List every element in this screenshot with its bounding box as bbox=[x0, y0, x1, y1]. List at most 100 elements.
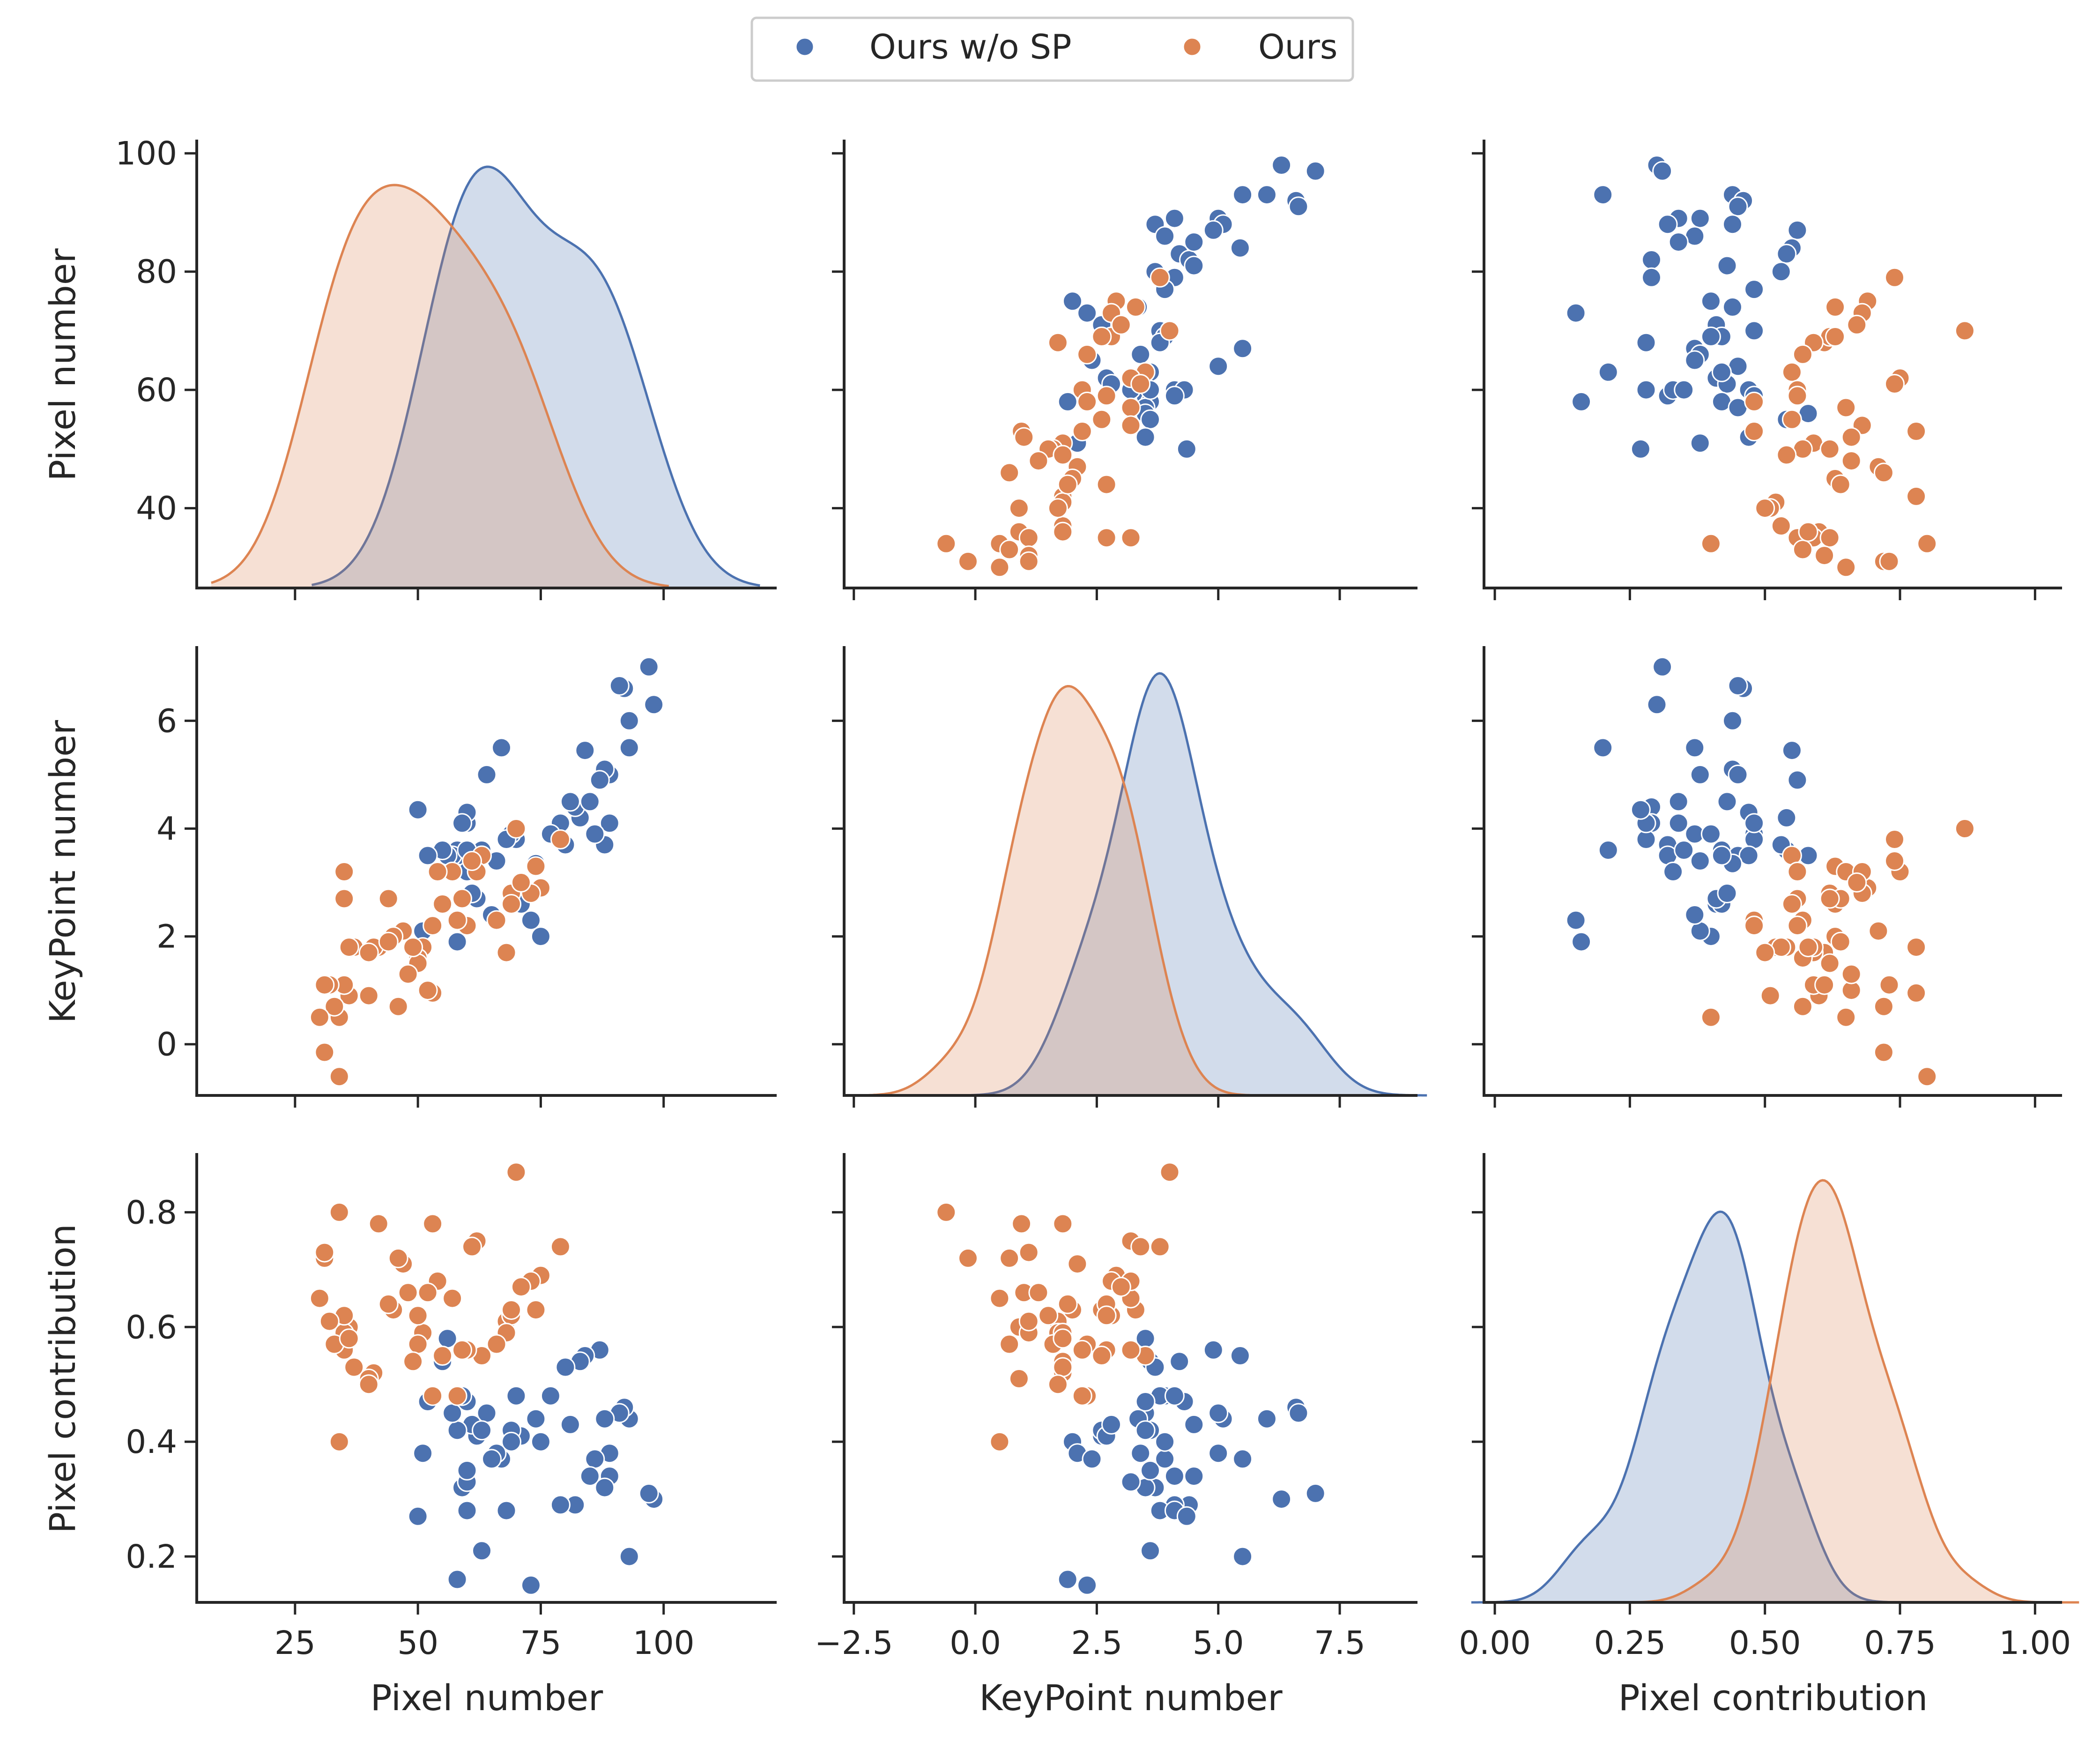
y-axis-title-keypoint-number: KeyPoint number bbox=[42, 720, 83, 1023]
scatter-point-ours-w-o-sp bbox=[1135, 1420, 1156, 1441]
scatter-point-ours bbox=[1781, 894, 1802, 914]
scatter-point-ours bbox=[1096, 474, 1117, 495]
scatter-point-ours-w-o-sp bbox=[1711, 845, 1732, 866]
scatter-point-ours-w-o-sp bbox=[540, 1385, 561, 1406]
panel-r1-c1 bbox=[832, 646, 1427, 1108]
scatter-point-ours bbox=[1885, 851, 1905, 871]
scatter-point-ours-w-o-sp bbox=[585, 1449, 605, 1469]
scatter-point-ours bbox=[958, 551, 978, 572]
scatter-point-ours-w-o-sp bbox=[1652, 656, 1673, 677]
scatter-point-ours bbox=[358, 1374, 379, 1395]
scatter-point-ours bbox=[1091, 327, 1112, 347]
scatter-point-ours bbox=[1047, 1374, 1068, 1395]
scatter-point-ours bbox=[447, 910, 467, 931]
scatter-point-ours bbox=[314, 1242, 335, 1263]
scatter-point-ours-w-o-sp bbox=[1674, 840, 1694, 860]
scatter-point-ours-w-o-sp bbox=[457, 1500, 477, 1521]
scatter-point-ours bbox=[1798, 937, 1818, 958]
x-tick-label: 0.0 bbox=[950, 1624, 1001, 1662]
scatter-point-ours-w-o-sp bbox=[560, 791, 580, 812]
scatter-point-ours-w-o-sp bbox=[589, 770, 610, 790]
scatter-point-ours bbox=[388, 996, 408, 1017]
scatter-point-ours-w-o-sp bbox=[1690, 208, 1710, 229]
scatter-point-ours-w-o-sp bbox=[1598, 362, 1618, 382]
scatter-point-ours bbox=[989, 557, 1010, 578]
scatter-point-ours-w-o-sp bbox=[417, 845, 438, 866]
scatter-point-ours bbox=[550, 829, 571, 849]
scatter-point-ours bbox=[408, 1334, 428, 1355]
scatter-point-ours bbox=[1120, 1340, 1141, 1360]
scatter-point-ours bbox=[989, 1288, 1010, 1309]
scatter-point-ours bbox=[1760, 985, 1781, 1006]
y-tick-label: 0.4 bbox=[126, 1423, 177, 1461]
scatter-point-ours-w-o-sp bbox=[1598, 840, 1618, 860]
scatter-point-ours bbox=[1781, 362, 1802, 382]
x-tick-label: 0.25 bbox=[1594, 1624, 1666, 1662]
scatter-point-ours-w-o-sp bbox=[1776, 244, 1797, 264]
scatter-point-ours-w-o-sp bbox=[1184, 255, 1204, 276]
y-tick-label: 0.6 bbox=[126, 1309, 177, 1346]
scatter-point-ours-w-o-sp bbox=[1230, 1346, 1250, 1366]
scatter-point-ours bbox=[1744, 421, 1765, 441]
scatter-point-ours bbox=[1125, 297, 1146, 317]
scatter-point-ours bbox=[1053, 521, 1073, 542]
scatter-point-ours-w-o-sp bbox=[1140, 1460, 1160, 1481]
scatter-point-ours bbox=[1120, 415, 1141, 436]
scatter-point-ours bbox=[501, 894, 521, 914]
scatter-point-ours bbox=[1091, 1346, 1112, 1366]
scatter-point-ours bbox=[1776, 445, 1797, 465]
x-tick-label: −2.5 bbox=[815, 1624, 893, 1662]
scatter-point-ours bbox=[1755, 498, 1775, 519]
scatter-point-ours-w-o-sp bbox=[1593, 185, 1613, 205]
scatter-point-ours bbox=[329, 1066, 349, 1087]
scatter-point-ours-w-o-sp bbox=[619, 737, 639, 758]
scatter-point-ours-w-o-sp bbox=[491, 737, 512, 758]
scatter-point-ours bbox=[1787, 862, 1808, 882]
scatter-point-ours bbox=[398, 964, 418, 984]
y-tick-label: 80 bbox=[136, 253, 177, 291]
scatter-point-ours-w-o-sp bbox=[1566, 910, 1586, 931]
scatter-point-ours bbox=[526, 1300, 546, 1320]
x-tick-label: 50 bbox=[397, 1624, 438, 1662]
scatter-point-ours bbox=[958, 1248, 978, 1268]
scatter-point-ours-w-o-sp bbox=[1630, 439, 1651, 459]
scatter-point-ours bbox=[1792, 344, 1813, 365]
scatter-point-ours bbox=[1917, 1066, 1937, 1087]
scatter-point-ours bbox=[1159, 320, 1180, 341]
scatter-point-ours-w-o-sp bbox=[408, 799, 428, 820]
scatter-point-ours bbox=[1120, 397, 1141, 418]
scatter-point-ours-w-o-sp bbox=[644, 694, 664, 715]
scatter-point-ours-w-o-sp bbox=[520, 910, 541, 931]
scatter-point-ours bbox=[1159, 1162, 1180, 1183]
scatter-point-ours bbox=[1825, 297, 1846, 317]
scatter-point-ours-w-o-sp bbox=[1140, 409, 1160, 430]
scatter-point-ours bbox=[1841, 427, 1862, 447]
scatter-point-ours-w-o-sp bbox=[609, 676, 630, 696]
scatter-point-ours bbox=[339, 1328, 359, 1349]
scatter-point-ours-w-o-sp bbox=[1657, 214, 1678, 235]
scatter-point-ours bbox=[936, 1202, 957, 1222]
scatter-point-ours bbox=[427, 862, 448, 882]
scatter-point-ours bbox=[550, 1236, 571, 1257]
scatter-point-ours-w-o-sp bbox=[530, 926, 551, 947]
scatter-point-ours-w-o-sp bbox=[1140, 1541, 1160, 1561]
scatter-point-ours-w-o-sp bbox=[1674, 380, 1694, 400]
scatter-point-ours-w-o-sp bbox=[1744, 320, 1765, 341]
scatter-point-ours-w-o-sp bbox=[1684, 905, 1705, 925]
scatter-point-ours bbox=[309, 1288, 330, 1309]
x-axis-title-pixel-contribution: Pixel contribution bbox=[1618, 1677, 1928, 1719]
scatter-point-ours-w-o-sp bbox=[1232, 338, 1253, 359]
y-tick-label: 60 bbox=[136, 372, 177, 409]
scatter-point-ours-w-o-sp bbox=[1684, 737, 1705, 758]
legend-marker-ours bbox=[1182, 37, 1202, 57]
scatter-point-ours bbox=[1014, 427, 1034, 447]
scatter-point-ours-w-o-sp bbox=[1101, 1414, 1121, 1435]
scatter-point-ours bbox=[1150, 1236, 1170, 1257]
scatter-point-ours-w-o-sp bbox=[1776, 807, 1797, 828]
scatter-point-ours bbox=[1744, 916, 1765, 936]
scatter-point-ours-w-o-sp bbox=[1184, 232, 1204, 253]
scatter-point-ours-w-o-sp bbox=[1717, 255, 1737, 276]
scatter-point-ours-w-o-sp bbox=[1690, 433, 1710, 454]
scatter-point-ours bbox=[506, 819, 527, 839]
scatter-point-ours-w-o-sp bbox=[1593, 737, 1613, 758]
